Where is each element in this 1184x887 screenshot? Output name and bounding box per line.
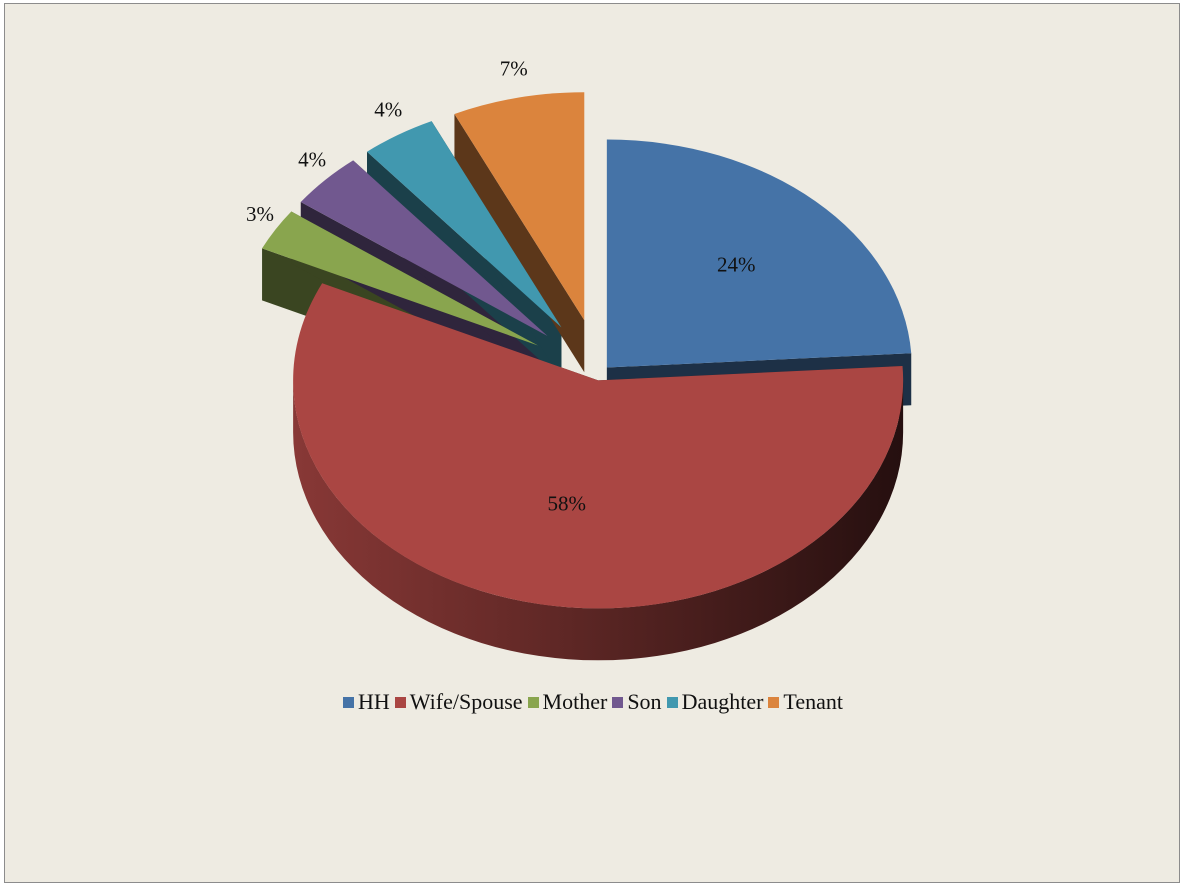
legend-item-hh: HH <box>343 689 390 715</box>
legend-swatch <box>343 696 354 708</box>
slice-mother <box>262 211 539 346</box>
legend-label: HH <box>358 689 390 714</box>
slice-side-wife-spouse-outer <box>293 380 904 661</box>
slice-son <box>300 160 548 337</box>
slice-tenant <box>454 92 585 321</box>
data-label-hh: 24% <box>717 253 756 277</box>
legend-label: Wife/Spouse <box>409 689 523 714</box>
legend-swatch <box>527 696 539 708</box>
slice-daughter <box>367 121 562 328</box>
legend-swatch <box>666 696 678 708</box>
legend: HH Wife/Spouse Mother Son Daughter Tenant <box>343 689 848 715</box>
legend-item-wife-spouse: Wife/Spouse <box>394 689 523 715</box>
legend-label: Daughter <box>681 689 764 714</box>
slice-wife-spouse <box>293 283 904 609</box>
legend-swatch <box>612 696 624 708</box>
legend-item-tenant: Tenant <box>768 689 843 715</box>
data-label-tenant: 7% <box>500 57 528 81</box>
slice-side-tenant-wall-start <box>454 113 585 373</box>
legend-label: Mother <box>542 689 608 714</box>
legend-item-son: Son <box>612 689 662 715</box>
legend-item-mother: Mother <box>527 689 608 715</box>
data-label-wife-spouse: 58% <box>547 492 586 516</box>
legend-swatch <box>394 696 406 708</box>
data-label-son: 4% <box>298 147 326 171</box>
legend-label: Tenant <box>783 689 843 714</box>
legend-label: Son <box>627 689 662 714</box>
data-label-mother: 3% <box>246 202 274 226</box>
data-label-daughter: 4% <box>374 98 402 122</box>
legend-swatch <box>768 696 780 708</box>
legend-item-daughter: Daughter <box>666 689 764 715</box>
slice-hh <box>606 139 912 368</box>
